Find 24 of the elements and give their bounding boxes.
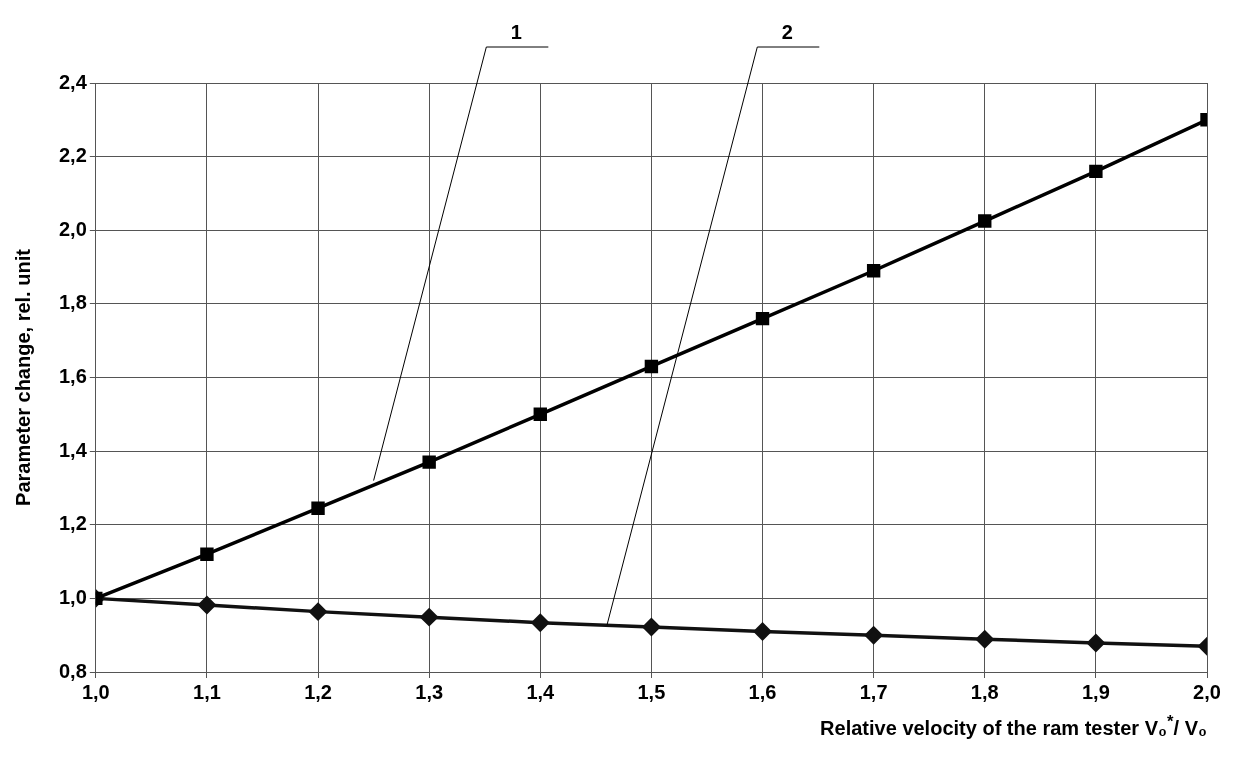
x-tick-label: 1,2 (304, 680, 332, 703)
y-tick-label: 0,8 (58, 659, 87, 682)
x-tick-label: 1,8 (970, 680, 999, 703)
x-tick-label: 1,9 (1081, 680, 1110, 703)
x-tick-label: 1,0 (81, 680, 110, 703)
x-tick-label: 1,1 (193, 680, 221, 703)
annotation: 2 (781, 20, 793, 43)
y-axis-title: Parameter change, rel. unit (11, 248, 34, 506)
x-tick-label: 1,6 (748, 680, 777, 703)
y-tick-label: 1,8 (58, 291, 87, 314)
x-axis-title: Relative velocity of the ram tester V₀$^{*}$/ V₀ (820, 712, 1207, 740)
x-tick-label: 2,0 (1193, 680, 1221, 703)
x-tick-label: 1,7 (859, 680, 888, 703)
x-tick-label: 1,5 (637, 680, 666, 703)
x-tick-label: 1,3 (415, 680, 444, 703)
x-tick-label: 1,4 (526, 680, 556, 703)
y-tick-label: 1,2 (58, 512, 87, 535)
y-tick-label: 2,4 (58, 70, 88, 93)
y-tick-label: 1,4 (58, 438, 88, 461)
y-tick-label: 2,2 (58, 144, 87, 167)
y-tick-label: 1,6 (58, 365, 87, 388)
annotation: 1 (510, 20, 522, 43)
y-tick-label: 2,0 (58, 217, 87, 240)
y-tick-label: 1,0 (58, 585, 87, 608)
